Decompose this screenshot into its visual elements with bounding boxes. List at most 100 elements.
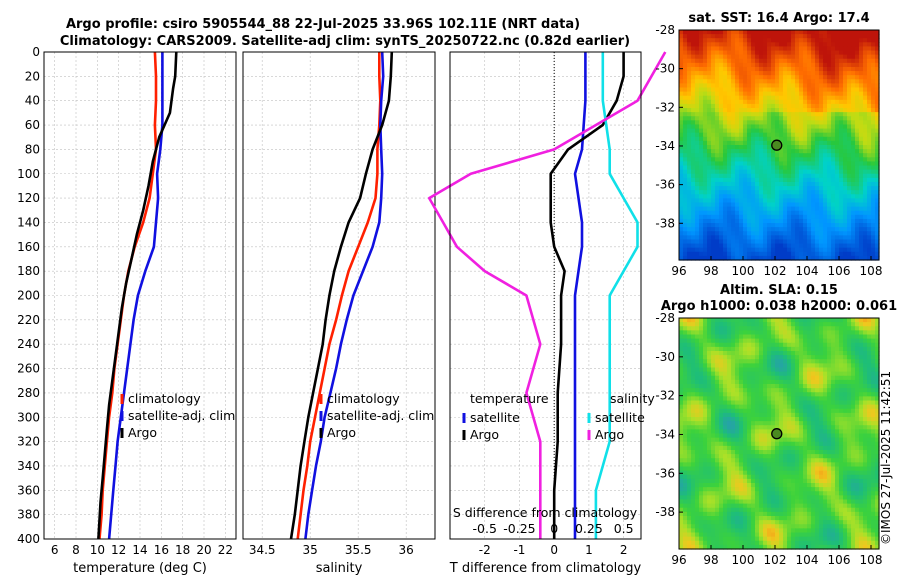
heatmap-cell	[819, 206, 824, 212]
heatmap-cell	[779, 206, 784, 212]
heatmap-cell	[711, 326, 716, 331]
heatmap-cell	[707, 223, 712, 228]
heatmap-cell	[851, 367, 856, 373]
heatmap-cell	[827, 145, 832, 150]
heatmap-cell	[847, 87, 852, 93]
heatmap-cell	[731, 190, 736, 195]
heatmap-cell	[747, 223, 752, 228]
heatmap-cell	[863, 255, 868, 261]
heatmap-cell	[751, 223, 756, 228]
heatmap-cell	[827, 375, 832, 381]
heatmap-cell	[851, 445, 856, 451]
heatmap-cell	[871, 392, 876, 397]
heatmap-cell	[819, 181, 824, 187]
heatmap-cell	[799, 194, 804, 199]
heatmap-cell	[687, 218, 692, 224]
heatmap-cell	[839, 128, 844, 134]
heatmap-cell	[875, 342, 880, 348]
heatmap-cell	[803, 91, 808, 97]
heatmap-cell	[843, 326, 848, 331]
heatmap-cell	[755, 186, 760, 191]
heatmap-cell	[867, 412, 872, 418]
heatmap-cell	[831, 91, 836, 97]
heatmap-cell	[783, 34, 788, 39]
heatmap-cell	[719, 157, 724, 163]
heatmap-cell	[699, 330, 704, 336]
heatmap-cell	[823, 71, 828, 76]
heatmap-cell	[747, 161, 752, 167]
heatmap-cell	[835, 462, 840, 468]
heatmap-cell	[807, 334, 812, 340]
heatmap-cell	[855, 186, 860, 191]
heatmap-cell	[779, 149, 784, 154]
heatmap-cell	[799, 227, 804, 232]
heatmap-cell	[835, 318, 840, 323]
heatmap-cell	[823, 50, 828, 56]
heatmap-cell	[795, 120, 800, 126]
legend-label: satellite	[595, 410, 645, 425]
heatmap-cell	[815, 342, 820, 348]
heatmap-cell	[763, 38, 768, 43]
heatmap-cell	[815, 470, 820, 476]
heatmap-cell	[831, 359, 836, 364]
heatmap-cell	[735, 408, 740, 414]
heatmap-cell	[707, 62, 712, 68]
heatmap-cell	[699, 445, 704, 451]
heatmap-cell	[691, 66, 696, 72]
heatmap-cell	[851, 165, 856, 171]
heatmap-cell	[775, 177, 780, 183]
heatmap-cell	[703, 334, 708, 340]
heatmap-cell	[835, 425, 840, 430]
heatmap-cell	[791, 50, 796, 56]
heatmap-cell	[863, 396, 868, 402]
heatmap-cell	[763, 58, 768, 64]
heatmap-cell	[867, 108, 872, 113]
heatmap-cell	[735, 404, 740, 410]
heatmap-cell	[835, 157, 840, 163]
heatmap-cell	[831, 239, 836, 245]
heatmap-cell	[751, 132, 756, 138]
heatmap-cell	[803, 421, 808, 426]
heatmap-cell	[687, 367, 692, 373]
heatmap-cell	[791, 91, 796, 97]
heatmap-cell	[847, 157, 852, 163]
heatmap-cell	[803, 177, 808, 183]
heatmap-cell	[755, 145, 760, 150]
heatmap-cell	[807, 470, 812, 476]
heatmap-cell	[731, 128, 736, 134]
heatmap-cell	[835, 231, 840, 236]
heatmap-cell	[711, 157, 716, 163]
heatmap-cell	[783, 239, 788, 245]
heatmap-cell	[823, 124, 828, 130]
heatmap-cell	[851, 71, 856, 76]
heatmap-cell	[819, 165, 824, 171]
heatmap-cell	[827, 243, 832, 249]
heatmap-cell	[727, 255, 732, 261]
heatmap-cell	[751, 149, 756, 154]
heatmap-cell	[839, 210, 844, 216]
heatmap-cell	[763, 161, 768, 167]
heatmap-cell	[691, 71, 696, 76]
heatmap-cell	[751, 62, 756, 68]
heatmap-cell	[823, 128, 828, 134]
heatmap-cell	[855, 330, 860, 336]
heatmap-cell	[699, 79, 704, 84]
heatmap-cell	[755, 437, 760, 443]
heatmap-cell	[863, 124, 868, 130]
heatmap-cell	[815, 404, 820, 410]
heatmap-cell	[855, 38, 860, 43]
heatmap-cell	[759, 351, 764, 356]
heatmap-cell	[791, 128, 796, 134]
heatmap-cell	[787, 38, 792, 43]
heatmap-cell	[775, 103, 780, 109]
heatmap-cell	[811, 190, 816, 195]
heatmap-cell	[835, 334, 840, 340]
heatmap-cell	[775, 478, 780, 484]
heatmap-cell	[819, 157, 824, 163]
heatmap-cell	[719, 66, 724, 72]
heatmap-cell	[711, 351, 716, 356]
heatmap-cell	[807, 124, 812, 130]
heatmap-cell	[691, 470, 696, 476]
heatmap-cell	[795, 50, 800, 56]
heatmap-cell	[871, 255, 876, 261]
